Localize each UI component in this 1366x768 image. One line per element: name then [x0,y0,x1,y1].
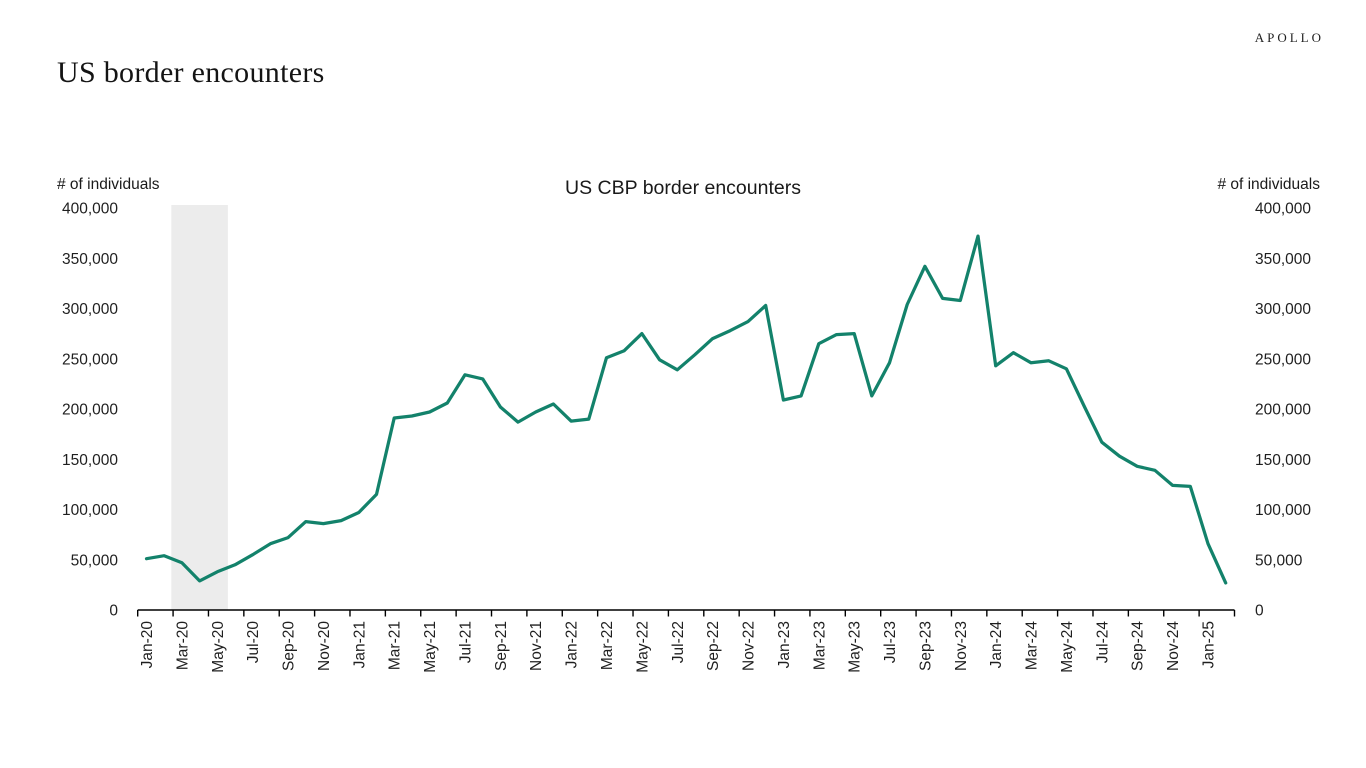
y-axis-labels-left: 0 50,000 100,000 150,000 200,000 250,000 300,0… [62,201,118,620]
x-axis-tick-label: Jan-24 [988,621,1005,669]
x-axis-tick-label: Jan-22 [564,621,581,668]
x-axis-tick-label: May-24 [1059,621,1076,673]
right-axis-title: # of individuals [1217,176,1320,193]
left-axis-title: # of individuals [57,176,160,193]
x-axis-tick-label: Jul-21 [457,621,474,663]
x-axis [136,609,1236,617]
y-axis-tick-label-left: 200,000 [62,402,118,419]
y-axis-tick-label-left: 250,000 [62,351,118,368]
x-axis-tick-label: Sep-22 [705,621,722,671]
apollo-logo: APOLLO [1254,30,1324,45]
x-axis-tick-label: Nov-22 [741,621,758,671]
y-axis-tick-label-right: 350,000 [1255,251,1311,268]
x-axis-tick-label: Mar-21 [387,621,404,670]
y-axis-tick-label-left: 350,000 [62,251,118,268]
x-axis-tick-label: May-22 [634,621,651,673]
y-axis-tick-label-left: 300,000 [62,301,118,318]
page-title: US border encounters [57,56,325,89]
x-axis-tick-label: Jul-22 [670,621,687,663]
recession-shading-band [171,205,228,610]
x-axis-tick-label: Mar-24 [1024,621,1041,670]
x-axis-tick-label: Jul-23 [882,621,899,663]
x-axis-tick-label: Sep-24 [1130,621,1147,671]
x-axis-tick-label: Nov-24 [1165,621,1182,671]
y-axis-tick-label-left: 100,000 [62,502,118,519]
y-axis-tick-label-left: 400,000 [62,201,118,218]
x-axis-tick-label: May-23 [847,621,864,673]
x-axis-labels: Jan-20 Mar-20 May-20 Jul-20 Sep-20 Nov-20 Jan-… [139,621,1217,673]
x-axis-tick-label: Sep-21 [493,621,510,671]
x-axis-tick-label: May-21 [422,621,439,673]
x-axis-tick-label: Nov-23 [953,621,970,671]
y-axis-tick-label-right: 0 [1255,603,1264,620]
x-axis-tick-label: Jan-25 [1200,621,1217,668]
y-axis-tick-label-right: 400,000 [1255,201,1311,218]
y-axis-tick-label-left: 0 [109,603,118,620]
x-axis-tick-label: Jul-24 [1094,621,1111,664]
y-axis-tick-label-left: 150,000 [62,452,118,469]
y-axis-tick-label-right: 100,000 [1255,502,1311,519]
x-axis-tick-label: Mar-20 [174,621,191,670]
x-axis-tick-label: Nov-20 [316,621,333,671]
chart-title: US CBP border encounters [565,177,801,199]
y-axis-tick-label-right: 300,000 [1255,301,1311,318]
y-axis-tick-label-right: 200,000 [1255,402,1311,419]
x-axis-tick-label: Jan-20 [139,621,156,669]
x-axis-tick-label: Nov-21 [528,621,545,671]
x-axis-tick-label: Sep-23 [917,621,934,671]
x-axis-tick-label: Sep-20 [281,621,298,671]
y-axis-tick-label-right: 50,000 [1255,552,1303,569]
y-axis-tick-label-right: 250,000 [1255,351,1311,368]
encounters-line [144,234,1228,585]
y-axis-tick-label-right: 150,000 [1255,452,1311,469]
y-axis-tick-label-left: 50,000 [71,552,119,569]
x-axis-tick-label: Mar-22 [599,621,616,670]
x-axis-tick-label: Mar-23 [811,621,828,670]
x-axis-tick-label: Jan-23 [776,621,793,668]
x-axis-tick-label: Jul-20 [245,621,262,664]
x-axis-tick-label: May-20 [210,621,227,673]
x-axis-tick-label: Jan-21 [351,621,368,668]
y-axis-labels-right: 0 50,000 100,000 150,000 200,000 250,000 300,0… [1255,201,1311,620]
